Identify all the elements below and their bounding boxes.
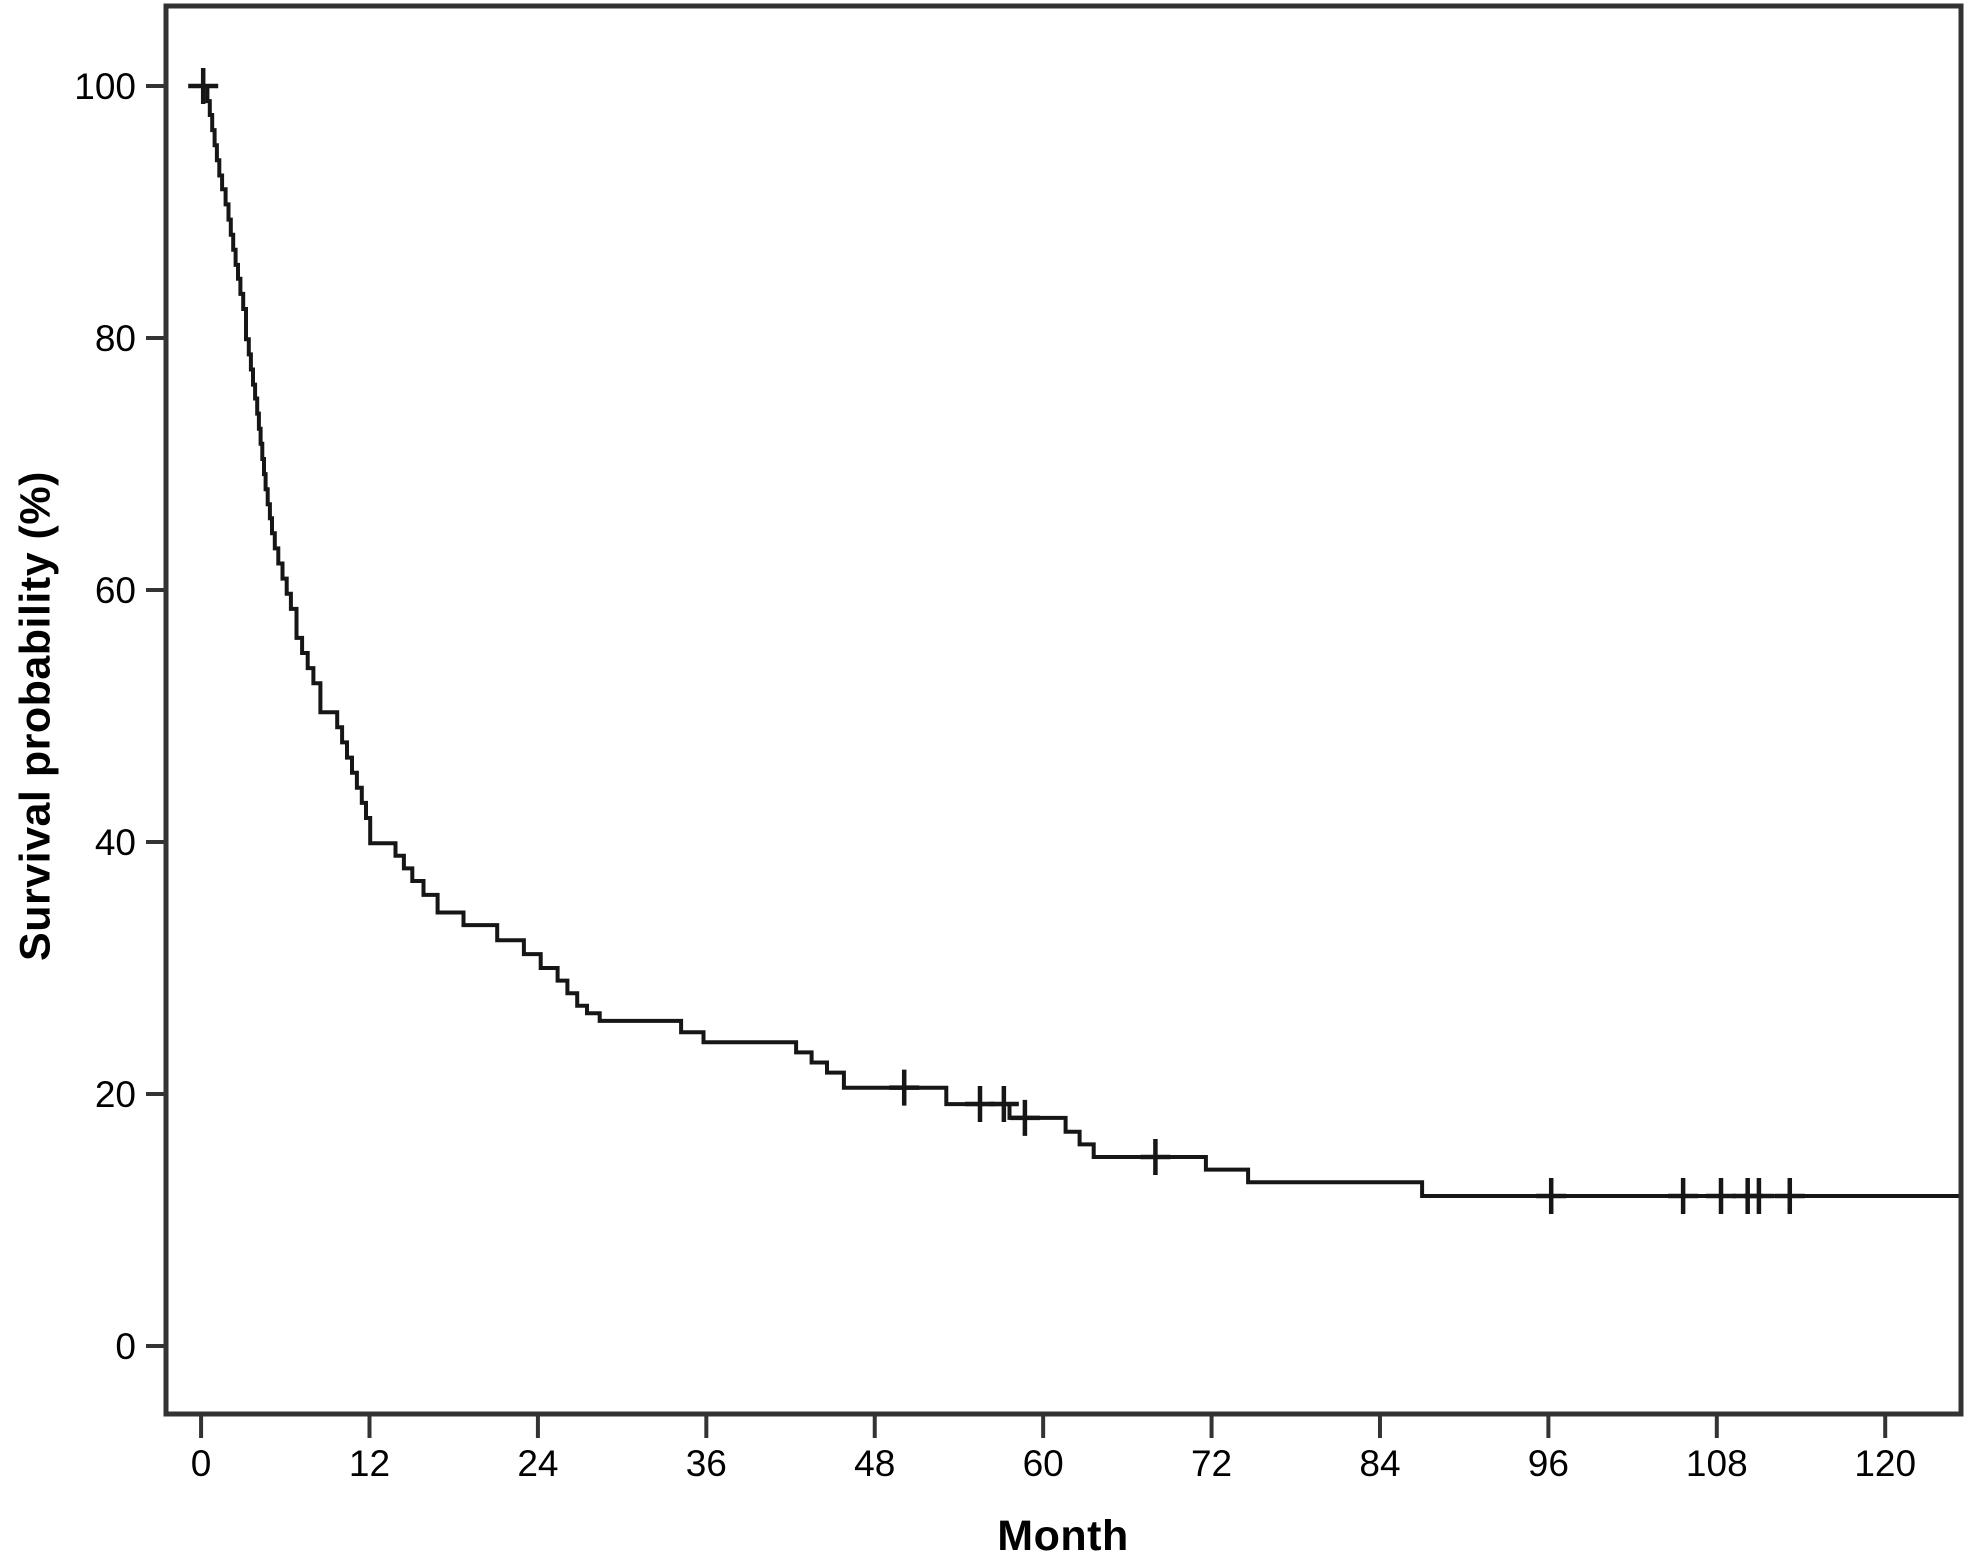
censor-plus-icon xyxy=(1668,1178,1699,1215)
censor-plus-icon xyxy=(1140,1138,1171,1175)
x-tick-label: 60 xyxy=(1023,1443,1064,1484)
x-tick-label: 36 xyxy=(686,1443,727,1484)
y-axis-title: Survival probability (%) xyxy=(11,471,60,961)
censor-plus-icon xyxy=(988,1086,1019,1123)
censor-plus-icon xyxy=(1774,1178,1805,1215)
x-tick-label: 12 xyxy=(349,1443,390,1484)
x-tick-label: 96 xyxy=(1528,1443,1569,1484)
x-tick-label: 0 xyxy=(191,1443,212,1484)
censor-marks xyxy=(188,68,1805,1215)
y-tick-label: 60 xyxy=(95,570,136,611)
y-tick-label: 0 xyxy=(115,1326,136,1367)
y-tick-label: 100 xyxy=(74,66,136,107)
x-tick-label: 84 xyxy=(1359,1443,1400,1484)
censor-plus-icon xyxy=(1536,1178,1567,1215)
x-tick-label: 108 xyxy=(1686,1443,1748,1484)
x-tick-label: 24 xyxy=(517,1443,558,1484)
x-tick-label: 72 xyxy=(1191,1443,1232,1484)
survival-curve xyxy=(201,84,1961,1198)
censor-plus-icon xyxy=(1706,1178,1737,1215)
y-tick-label: 80 xyxy=(95,318,136,359)
censor-plus-icon xyxy=(1743,1178,1774,1215)
censor-plus-icon xyxy=(188,68,219,105)
y-tick-label: 40 xyxy=(95,822,136,863)
censor-plus-icon xyxy=(889,1069,920,1106)
plot-frame xyxy=(163,3,1964,1417)
x-tick-label: 48 xyxy=(854,1443,895,1484)
y-axis-ticks: 0 20 40 60 80 100 xyxy=(74,66,166,1367)
x-tick-label: 120 xyxy=(1854,1443,1916,1484)
censor-plus-icon xyxy=(1009,1099,1040,1136)
x-axis-ticks: 0 12 24 36 48 60 72 84 96 108 120 xyxy=(191,1414,1916,1484)
x-axis-title: Month xyxy=(997,1512,1129,1559)
y-tick-label: 20 xyxy=(95,1074,136,1115)
